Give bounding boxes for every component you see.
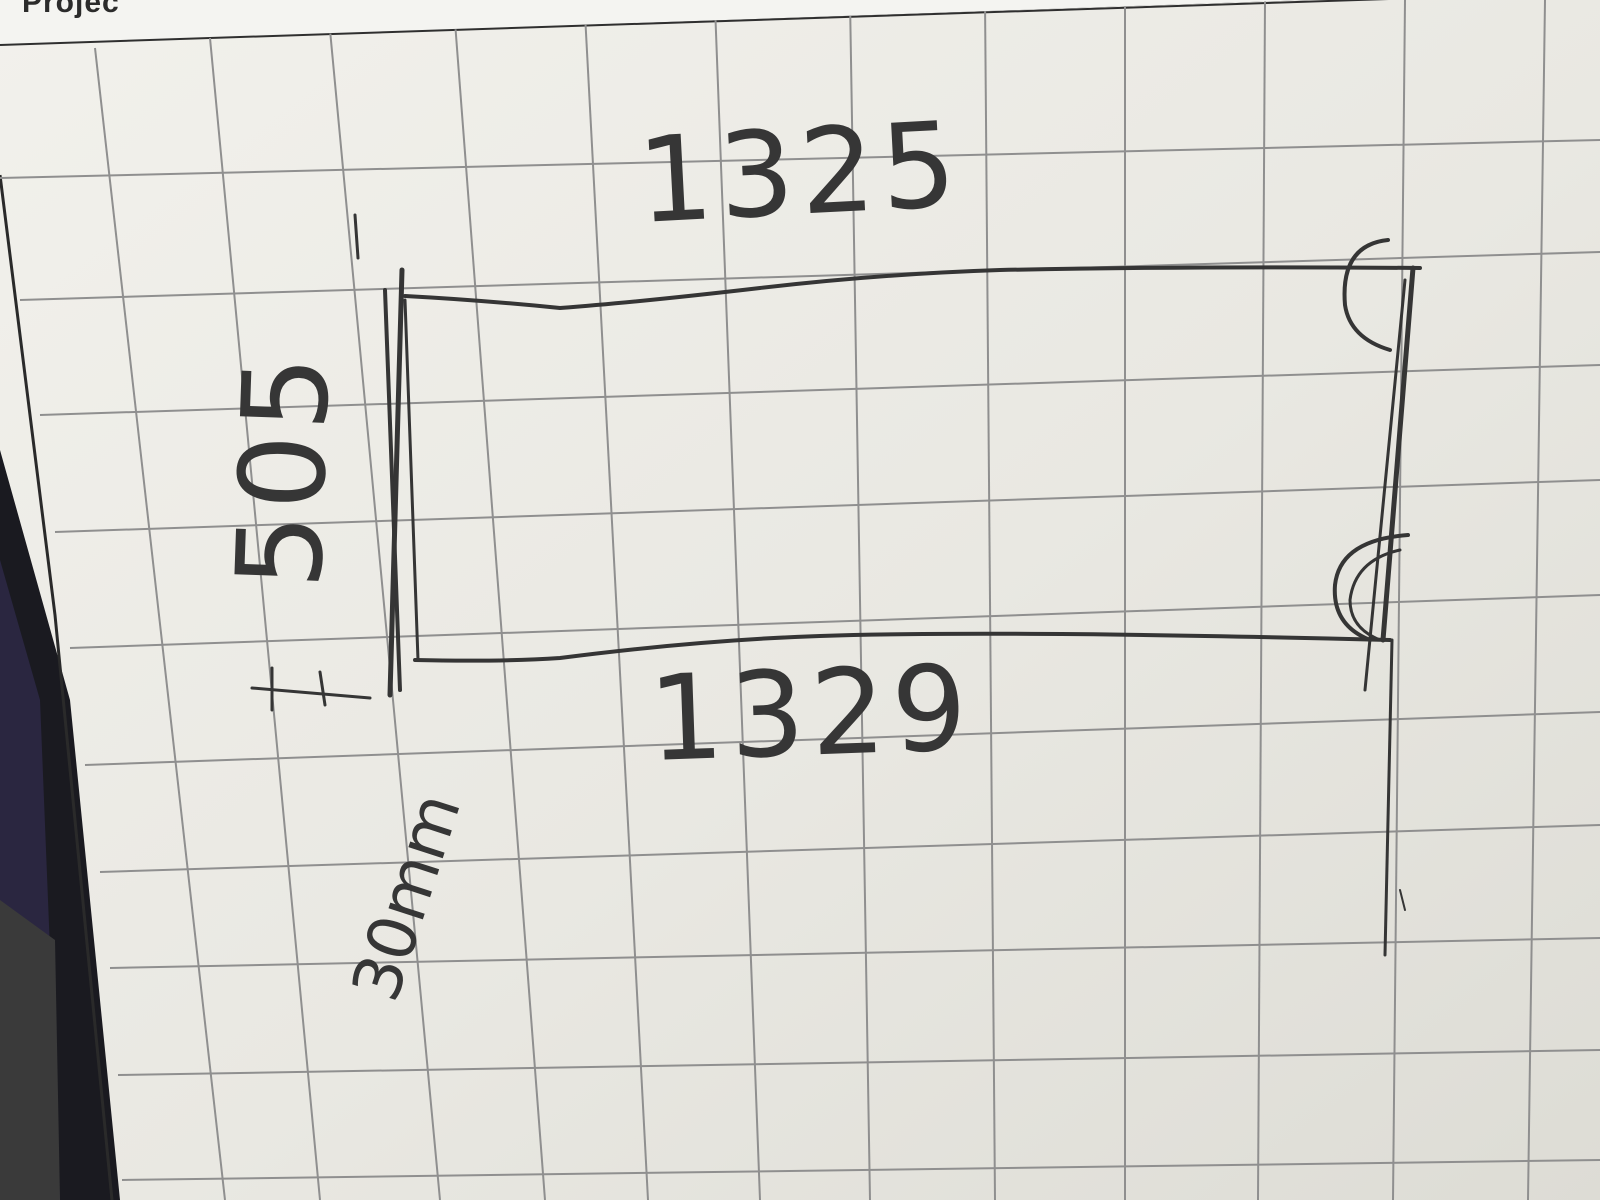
top-dimension-label: 1325 bbox=[634, 95, 965, 250]
bottom-dimension-label: 1329 bbox=[646, 639, 975, 788]
left-dimension-label: 505 bbox=[210, 349, 356, 591]
pencil-rectangle bbox=[250, 213, 1422, 957]
header-fragment: Projec bbox=[22, 0, 120, 19]
